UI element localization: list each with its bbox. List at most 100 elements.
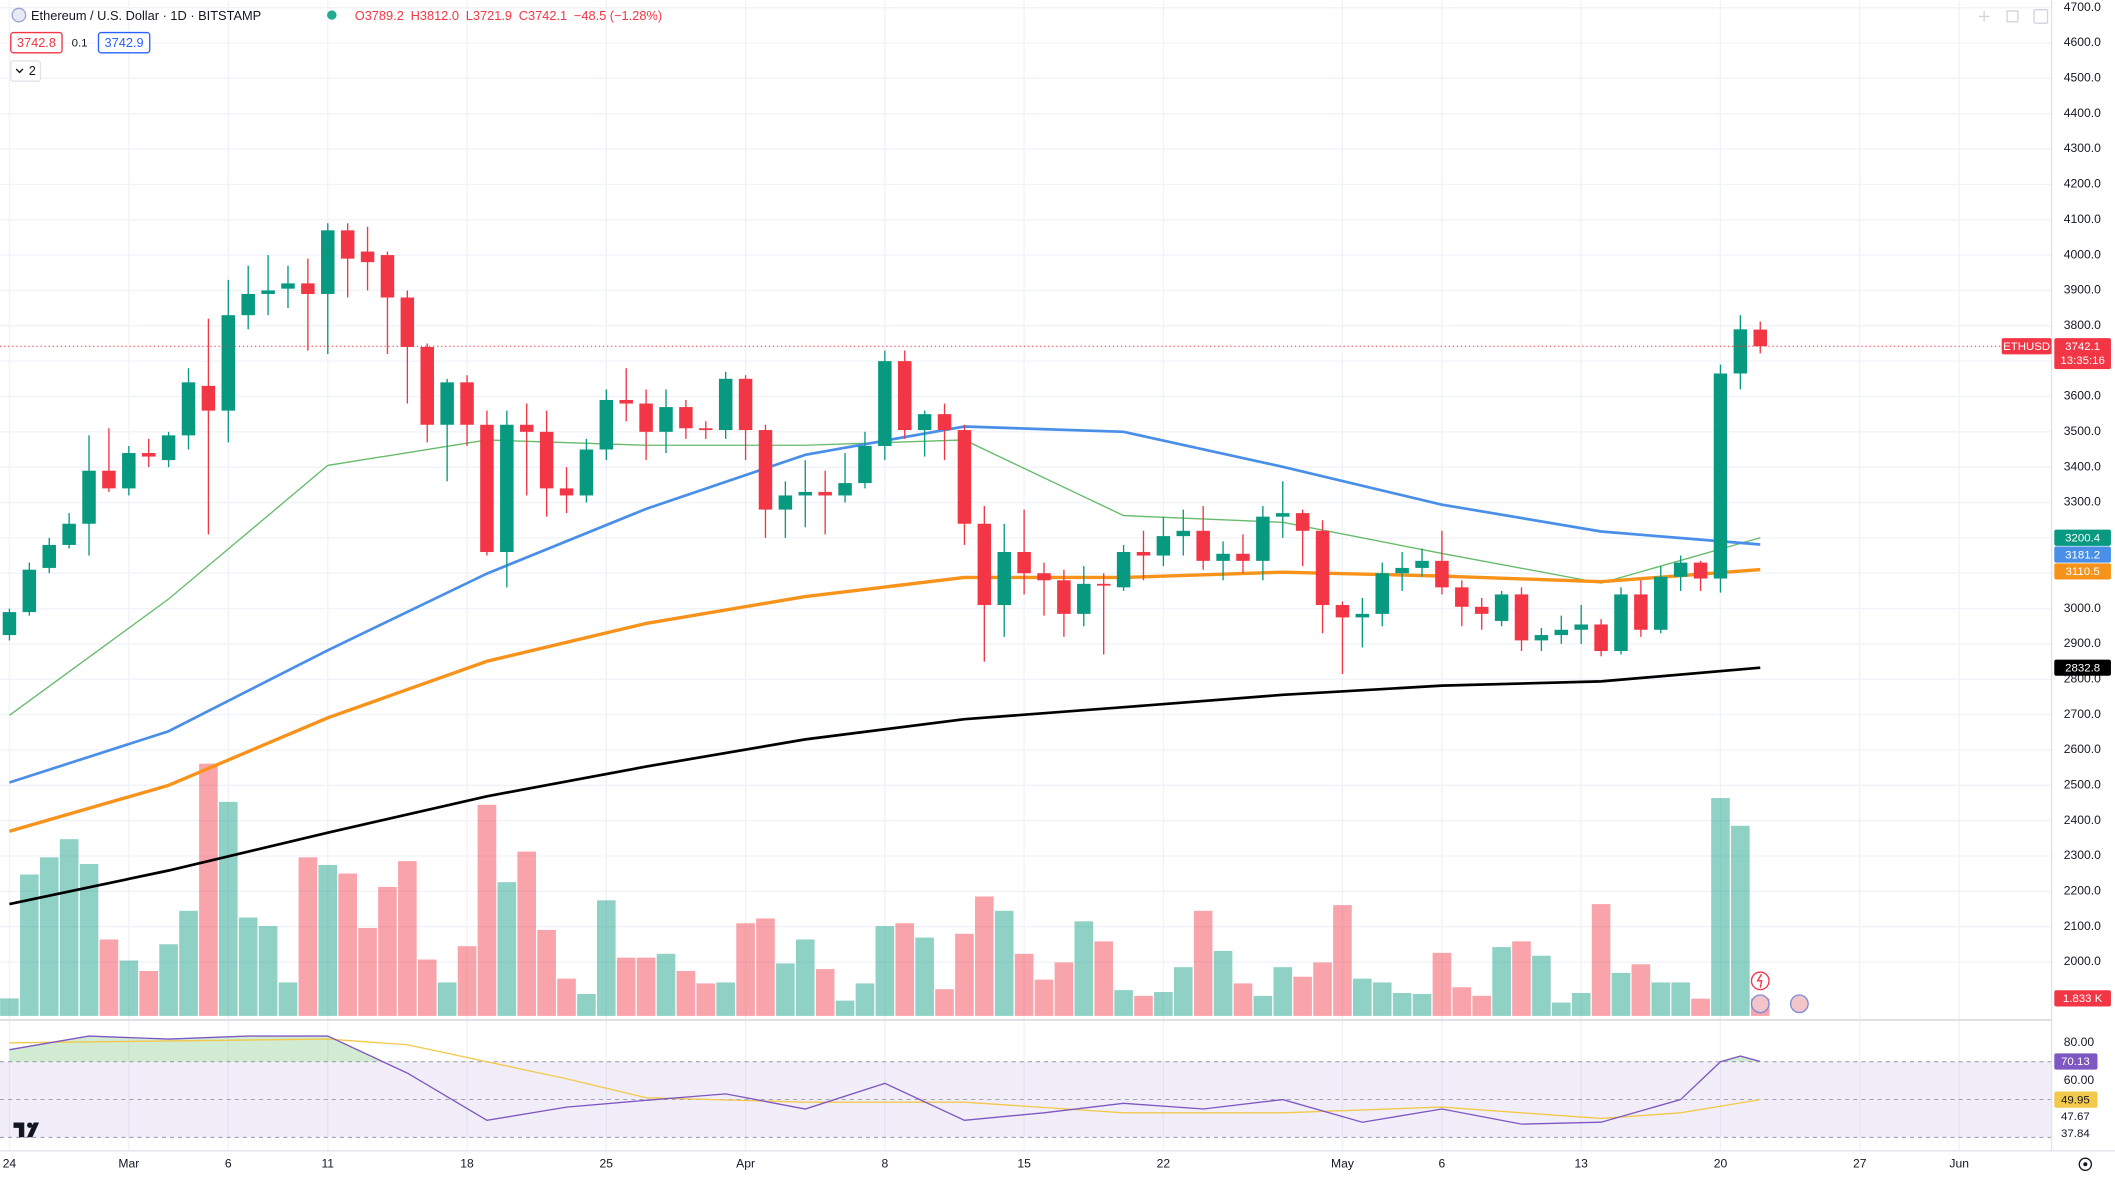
volume-bar <box>1193 910 1213 1016</box>
volume-bar <box>1372 982 1392 1016</box>
candle-body <box>1057 580 1071 614</box>
candle-body <box>1693 562 1708 579</box>
candle-body <box>917 414 932 431</box>
buy-box[interactable] <box>97 31 151 54</box>
volume-bar <box>1054 962 1074 1016</box>
volume-bar <box>59 839 79 1016</box>
bid-price[interactable]: 3742.8 <box>17 35 56 50</box>
volume-bar <box>1432 952 1452 1016</box>
flag-icon[interactable] <box>1789 994 1809 1014</box>
volume-bar <box>1173 967 1193 1016</box>
volume-bar <box>318 864 338 1016</box>
ma-value: 3200.4 <box>2065 532 2101 544</box>
candle-body <box>838 483 852 496</box>
volume-bar <box>1571 992 1591 1016</box>
flag-icon[interactable] <box>1750 994 1770 1014</box>
ma-value-bg <box>2054 529 2111 546</box>
x-tick-label: 6 <box>225 1156 232 1170</box>
tv-logo[interactable] <box>13 1122 40 1138</box>
indicator-count[interactable]: 2 <box>29 63 36 78</box>
volume-bar <box>756 918 775 1016</box>
volume-bar <box>1452 987 1472 1016</box>
volume-bar <box>378 886 397 1016</box>
volume-bar <box>1392 992 1412 1016</box>
rsi-value: 70.13 <box>2061 1056 2090 1068</box>
ask-price[interactable]: 3742.9 <box>105 35 144 50</box>
volume-bar <box>1611 972 1631 1016</box>
rsi-value: 47.67 <box>2061 1111 2090 1123</box>
volume-bar <box>716 982 735 1016</box>
ma-value-bg <box>2054 659 2111 676</box>
x-tick-label: Apr <box>736 1156 755 1170</box>
volume-bar <box>1532 955 1551 1016</box>
y-tick-label: 3000.0 <box>2064 601 2101 615</box>
x-tick-label: 25 <box>600 1156 614 1170</box>
candle-body <box>1375 573 1389 614</box>
x-tick-label: Jun <box>1949 1156 1969 1170</box>
volume-bar <box>577 993 596 1016</box>
candle-body <box>718 378 733 431</box>
y-tick-label: 2700.0 <box>2064 707 2101 721</box>
volume-bar <box>1134 995 1153 1016</box>
y-tick-label: 4300.0 <box>2064 141 2101 155</box>
candle-body <box>440 382 454 425</box>
gear-icon[interactable] <box>2078 1157 2093 1172</box>
candle-body <box>858 445 872 484</box>
volume-bar <box>1154 992 1173 1016</box>
ma-value-bg <box>2054 546 2111 563</box>
indicator-toggle[interactable] <box>10 60 42 82</box>
volume-bar <box>676 971 696 1016</box>
volume-bar <box>1412 993 1432 1016</box>
volume-bar <box>0 998 19 1016</box>
volume-bar <box>159 944 178 1016</box>
candle-body <box>1156 536 1171 556</box>
volume-bar <box>1731 825 1750 1016</box>
candle-body <box>480 424 494 553</box>
volume-bar <box>915 937 934 1016</box>
x-tick-label: 27 <box>1853 1156 1867 1170</box>
candle-body <box>738 378 753 431</box>
volume-bar <box>179 910 198 1016</box>
candle-body <box>1256 516 1270 561</box>
volume-bar <box>1094 941 1114 1016</box>
volume-bar <box>1253 995 1273 1016</box>
volume-bar <box>398 861 417 1016</box>
candle-body <box>161 435 176 461</box>
y-tick-label: 2100.0 <box>2064 919 2101 933</box>
candle-body <box>360 251 375 263</box>
y-tick-label: 3800.0 <box>2064 318 2101 332</box>
volume-bar <box>1591 904 1611 1016</box>
candle-body <box>1435 560 1449 588</box>
moving-average <box>9 666 1761 906</box>
icon-max[interactable] <box>2006 10 2019 23</box>
icon-settings[interactable] <box>2033 8 2049 24</box>
volume-bar <box>616 957 636 1016</box>
volume-bar <box>1353 978 1372 1016</box>
y-tick-label: 2600.0 <box>2064 742 2101 756</box>
candle-body <box>241 293 255 316</box>
candle-body <box>619 400 633 404</box>
volume-bar <box>238 917 258 1016</box>
y-tick-label: 2000.0 <box>2064 954 2101 968</box>
volume-bar <box>457 946 477 1016</box>
candle-body <box>1494 594 1509 621</box>
volume-bar <box>537 929 556 1016</box>
candle-body <box>141 453 156 457</box>
icon-add[interactable] <box>1978 11 1990 22</box>
x-tick-label: May <box>1331 1156 1355 1170</box>
countdown: 13:35:16 <box>2060 355 2105 367</box>
volume-bar <box>1512 941 1531 1016</box>
candle-body <box>1554 629 1569 636</box>
candle-body <box>1455 587 1469 607</box>
candle-body <box>181 382 196 436</box>
candle-body <box>261 290 275 294</box>
sell-box[interactable] <box>10 31 63 54</box>
moving-average <box>8 567 1761 833</box>
y-tick-label: 4200.0 <box>2064 177 2101 191</box>
x-tick-label: 24 <box>3 1156 17 1170</box>
volume-bar <box>497 882 517 1016</box>
candle-layer <box>2 223 1767 674</box>
volume-bar <box>517 851 537 1016</box>
candle-body <box>579 449 594 496</box>
